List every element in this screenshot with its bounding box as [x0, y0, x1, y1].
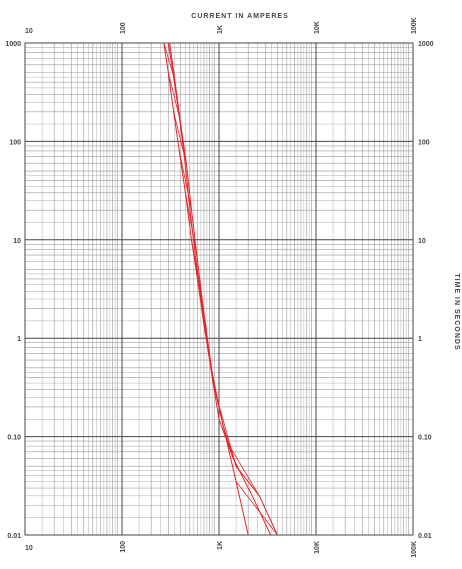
plot-frame: [24, 42, 414, 536]
y-tick-label-right: 0.10: [418, 435, 432, 442]
x-tick-label-top: 100K: [411, 17, 418, 34]
x-tick-label-bottom: 100: [120, 541, 127, 553]
y-tick-label-left: 10: [13, 238, 21, 245]
curve-hatch-line: [173, 111, 187, 164]
curve-hatch-line: [197, 278, 209, 343]
x-tick-label-bottom: 10: [25, 545, 33, 552]
y-tick-label-right: 1000: [418, 41, 434, 48]
curve-hatch-line: [209, 359, 224, 426]
y-axis-title: TIME IN SECONDS: [453, 273, 460, 350]
curve-hatch-line: [235, 481, 278, 536]
y-tick-label-left: 1: [17, 336, 21, 343]
x-tick-label-bottom: 10K: [314, 541, 321, 554]
curve-series-1: [163, 42, 249, 536]
x-tick-label-top: 1K: [217, 25, 224, 34]
y-tick-label-right: 10: [418, 238, 426, 245]
x-tick-label-top: 100: [120, 22, 127, 34]
y-tick-label-right: 1: [418, 336, 422, 343]
y-tick-label-left: 100: [9, 139, 21, 146]
x-tick-label-top: 10: [25, 28, 33, 35]
grid-major-lines: [24, 43, 413, 536]
curve-series-3: [169, 42, 278, 536]
curve-hatch-line: [216, 397, 237, 467]
y-tick-label-right: 0.01: [418, 533, 432, 540]
curve-hatch-line: [167, 72, 181, 122]
y-tick-label-right: 100: [418, 139, 430, 146]
curve-hatch-line: [178, 150, 192, 211]
y-tick-label-left: 0.01: [7, 533, 21, 540]
y-tick-label-left: 1000: [5, 41, 21, 48]
x-tick-label-bottom: 1K: [217, 541, 224, 550]
curve-hatch-line: [163, 42, 176, 81]
curve-series-group: [163, 42, 278, 536]
x-tick-label-bottom: 100K: [411, 541, 418, 558]
x-tick-label-top: 10K: [314, 21, 321, 34]
curve-hatch-line: [226, 440, 260, 497]
curve-hatch-line: [184, 192, 198, 256]
curve-hatch-line: [191, 239, 203, 300]
y-tick-label-left: 0.10: [7, 435, 21, 442]
x-axis-title: CURRENT IN AMPERES: [191, 13, 288, 20]
